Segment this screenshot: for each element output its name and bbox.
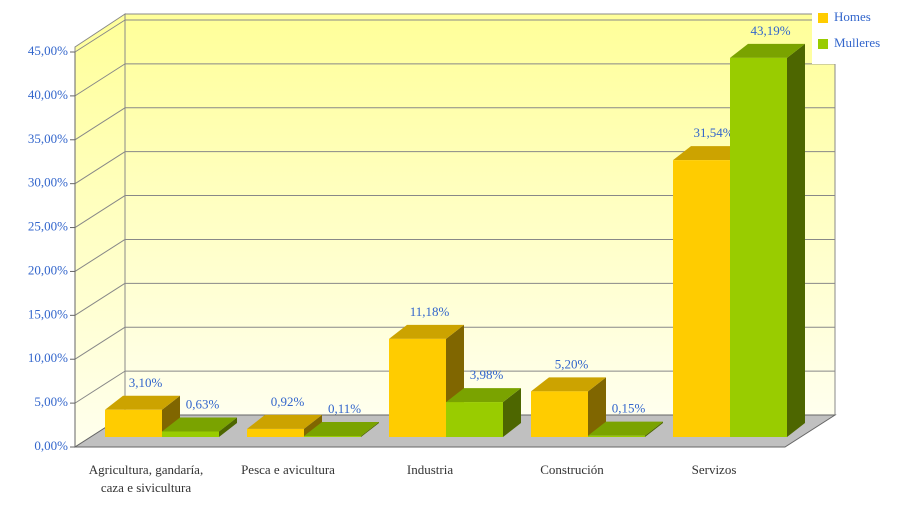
bar (162, 431, 219, 437)
bar (673, 160, 730, 437)
bar-top (247, 414, 322, 429)
y-tick-label: 5,00% (34, 394, 68, 409)
legend-swatch (818, 39, 828, 49)
x-tick-label: Servizos (691, 462, 737, 477)
side-wall (74, 13, 126, 448)
grid-line (74, 326, 126, 360)
bar-side (787, 43, 805, 437)
bar (588, 435, 645, 437)
grid-line (74, 151, 126, 185)
grid-line (74, 282, 126, 316)
data-label: 0,63% (186, 396, 220, 411)
y-tick-label: 45,00% (28, 43, 68, 58)
bar-side (645, 421, 663, 437)
y-tick-label: 35,00% (28, 131, 68, 146)
bar (247, 428, 304, 437)
bar-top (162, 417, 237, 432)
x-tick-label: Pesca e avicultura (241, 462, 335, 477)
bar-side (361, 422, 379, 437)
grid-line (74, 370, 126, 404)
data-label: 3,10% (129, 375, 163, 390)
x-tick-label: Construción (540, 462, 604, 477)
bar-side (304, 414, 322, 437)
data-label: 0,92% (271, 394, 305, 409)
bar (531, 391, 588, 437)
y-tick-label: 30,00% (28, 175, 68, 190)
legend-label: Homes (834, 9, 871, 24)
bar (446, 402, 503, 437)
bar-side (503, 388, 521, 437)
data-label: 11,18% (410, 304, 450, 319)
bar (730, 57, 787, 437)
data-label: 3,98% (470, 367, 504, 382)
bar (389, 338, 446, 437)
bar-top (588, 421, 663, 436)
bar (105, 409, 162, 437)
data-label: 0,15% (612, 401, 646, 416)
y-tick-label: 15,00% (28, 306, 68, 321)
bar-top (105, 395, 180, 410)
bar-top (389, 324, 464, 339)
bar-side (162, 395, 180, 437)
grid-line (74, 239, 126, 272)
data-label: 43,19% (750, 23, 790, 38)
bar-top (673, 146, 748, 161)
bar-side (588, 377, 606, 437)
data-label: 31,54% (693, 125, 733, 140)
bar-top (446, 388, 521, 403)
legend-swatch (818, 13, 828, 23)
y-tick-label: 10,00% (28, 350, 68, 365)
x-tick-label: Agricultura, gandaría, caza e sivicultur… (88, 462, 204, 495)
y-tick-label: 0,00% (34, 438, 68, 453)
grid-line (74, 195, 126, 228)
legend-label: Mulleres (834, 35, 880, 50)
y-tick-label: 40,00% (28, 87, 68, 102)
data-label: 5,20% (555, 356, 589, 371)
bar-side (219, 417, 237, 437)
grid-line (74, 63, 126, 97)
data-label: 0,11% (328, 401, 361, 416)
bar-top (730, 43, 805, 58)
bar-top (304, 422, 379, 437)
bar (304, 436, 361, 437)
y-tick-label: 25,00% (28, 219, 68, 234)
bar-top (531, 377, 606, 392)
y-tick-label: 20,00% (28, 262, 68, 277)
grid-line (74, 19, 126, 53)
x-tick-label: Industria (406, 462, 454, 477)
grid-line (74, 107, 126, 141)
